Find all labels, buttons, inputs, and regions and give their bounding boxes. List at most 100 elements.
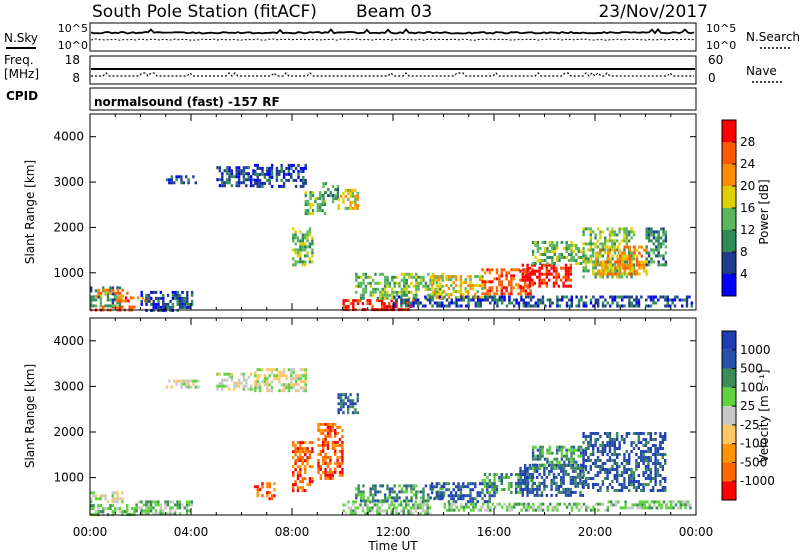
power-cell — [661, 295, 665, 299]
power-cell — [628, 239, 631, 243]
power-cell — [94, 298, 98, 302]
velocity-cell — [388, 487, 392, 491]
velocity-cell — [541, 502, 545, 506]
velocity-cell — [560, 481, 563, 485]
velocity-cell — [304, 447, 307, 451]
velocity-cell — [430, 482, 434, 486]
velocity-cell — [613, 453, 616, 456]
power-cell — [498, 277, 501, 281]
velocity-cell — [623, 456, 626, 459]
power-region — [165, 175, 197, 185]
velocity-cell — [445, 488, 448, 492]
power-cell — [510, 280, 513, 284]
velocity-cell — [620, 471, 624, 474]
power-cell — [510, 268, 513, 272]
power-cell — [175, 178, 178, 182]
power-cell — [551, 250, 554, 253]
power-cell — [652, 298, 655, 302]
velocity-cell — [299, 450, 302, 454]
velocity-cell — [618, 465, 621, 468]
velocity-cell — [587, 447, 590, 450]
power-cell — [111, 304, 114, 308]
power-cell — [589, 242, 592, 246]
velocity-cell — [331, 446, 334, 450]
velocity-cell — [334, 449, 337, 453]
velocity-cell — [362, 496, 365, 500]
velocity-cell — [550, 466, 553, 470]
velocity-cell — [258, 386, 262, 390]
power-cell — [270, 169, 274, 173]
velocity-cell — [447, 494, 451, 498]
power-cell — [536, 259, 540, 262]
power-cell — [645, 251, 648, 255]
power-cell — [354, 197, 357, 201]
velocity-region — [317, 422, 344, 480]
velocity-cell — [528, 466, 532, 470]
velocity-cell — [589, 453, 592, 456]
power-cell — [440, 293, 443, 297]
power-cell — [633, 245, 636, 249]
velocity-cell — [368, 500, 372, 504]
velocity-cell — [379, 484, 382, 488]
power-cell — [292, 169, 295, 173]
power-cell — [495, 289, 499, 293]
velocity-cell — [254, 386, 257, 390]
velocity-cell — [630, 471, 633, 474]
velocity-cell — [367, 499, 370, 503]
velocity-cell — [670, 500, 673, 504]
velocity-cell — [415, 490, 418, 494]
velocity-cell — [296, 450, 300, 454]
velocity-cell — [452, 500, 455, 504]
power-cell — [349, 206, 352, 210]
velocity-cell — [632, 432, 636, 435]
power-cell — [157, 299, 160, 303]
power-cell — [619, 260, 622, 264]
power-colorbar-tick-label: 8 — [740, 245, 748, 259]
velocity-cell — [299, 380, 303, 384]
velocity-cell — [402, 512, 405, 516]
power-cell — [120, 296, 123, 300]
velocity-cell — [589, 438, 592, 441]
power-cell — [268, 169, 271, 173]
velocity-cell — [521, 490, 524, 494]
velocity-cell — [457, 485, 460, 489]
velocity-cell — [599, 489, 602, 492]
power-cell — [258, 178, 262, 182]
velocity-cell — [539, 457, 542, 461]
velocity-cell — [604, 477, 607, 480]
power-cell — [351, 188, 355, 192]
velocity-cell — [92, 504, 95, 508]
power-cell — [640, 260, 643, 264]
power-cell — [650, 239, 653, 243]
power-cell — [501, 298, 504, 302]
velocity-cell — [415, 493, 418, 497]
power-cell — [652, 230, 656, 234]
power-cell — [109, 304, 112, 308]
velocity-cell — [435, 491, 439, 495]
velocity-cell — [400, 503, 403, 507]
velocity-cell — [557, 472, 560, 476]
velocity-cell — [275, 377, 279, 381]
power-cell — [311, 194, 315, 198]
velocity-cell — [553, 466, 556, 470]
velocity-cell — [527, 482, 530, 485]
power-cell — [621, 251, 624, 255]
power-cell — [299, 184, 303, 188]
velocity-cell — [414, 509, 417, 513]
velocity-cell — [374, 487, 377, 491]
velocity-cell — [525, 505, 528, 509]
velocity-cell — [572, 460, 576, 464]
power-cell — [166, 293, 170, 297]
velocity-cell — [592, 432, 595, 435]
power-cell — [371, 290, 375, 294]
velocity-cell — [564, 487, 568, 491]
power-cell — [249, 178, 253, 182]
velocity-cell — [344, 402, 347, 406]
power-cell — [631, 269, 634, 273]
velocity-cell — [474, 497, 477, 501]
velocity-cell — [483, 500, 487, 504]
power-cell — [439, 287, 442, 291]
velocity-cell — [354, 500, 357, 504]
velocity-cell — [567, 472, 570, 476]
velocity-cell — [371, 506, 374, 510]
